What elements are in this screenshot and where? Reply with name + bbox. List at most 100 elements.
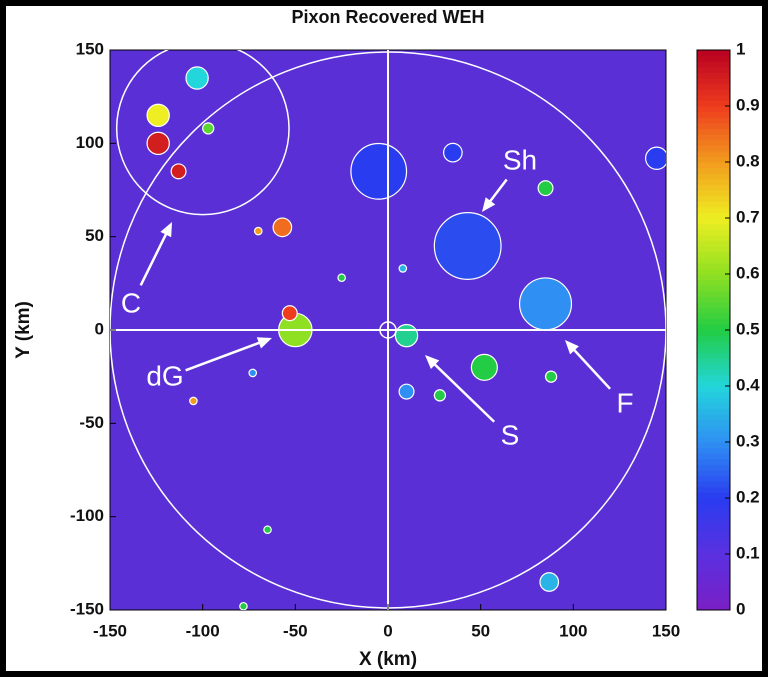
colorbar-cell (697, 593, 730, 599)
colorbar-cell (697, 218, 730, 224)
colorbar-cell (697, 576, 730, 582)
feature (264, 526, 271, 533)
colorbar-cell (697, 285, 730, 291)
colorbar-cell (697, 352, 730, 358)
colorbar-cell (697, 537, 730, 543)
colorbar-cell (697, 504, 730, 510)
colorbar-cell (697, 173, 730, 179)
colorbar-cell (697, 319, 730, 325)
colorbar-cell (697, 347, 730, 353)
y-tick-label: 0 (95, 319, 104, 338)
colorbar-cell (697, 252, 730, 258)
colorbar-cell (697, 448, 730, 454)
x-tick-label: 0 (383, 621, 392, 640)
annotation: F (616, 387, 633, 418)
colorbar-cell (697, 224, 730, 230)
colorbar-cell (697, 565, 730, 571)
colorbar-cell (697, 487, 730, 493)
x-tick-label: -100 (186, 621, 220, 640)
colorbar-cell (697, 414, 730, 420)
feature (338, 274, 345, 281)
x-tick-label: -150 (93, 621, 127, 640)
colorbar-tick-label: 0.9 (736, 95, 760, 114)
colorbar-tick-label: 0.4 (736, 375, 760, 394)
chart-title: Pixon Recovered WEH (291, 7, 484, 27)
colorbar-cell (697, 313, 730, 319)
colorbar-cell (697, 184, 730, 190)
colorbar-cell (697, 117, 730, 123)
feature (646, 147, 668, 169)
colorbar-tick-label: 0.5 (736, 319, 760, 338)
colorbar-cell (697, 123, 730, 129)
colorbar-cell (697, 560, 730, 566)
colorbar-cell (697, 112, 730, 118)
chart: Pixon Recovered WEH X (km) Y (km) -150 -1… (0, 0, 768, 677)
feature (546, 371, 557, 382)
colorbar-cell (697, 140, 730, 146)
colorbar-cell (697, 515, 730, 521)
colorbar-cell (697, 425, 730, 431)
x-tick-label: 100 (559, 621, 587, 640)
colorbar-cell (697, 308, 730, 314)
colorbar-cell (697, 476, 730, 482)
feature (249, 369, 256, 376)
y-tick-label: -150 (70, 599, 104, 618)
colorbar-cell (697, 168, 730, 174)
colorbar-cell (697, 358, 730, 364)
feature (351, 144, 407, 200)
colorbar-cell (697, 330, 730, 336)
colorbar-cell (697, 509, 730, 515)
colorbar-cell (697, 84, 730, 90)
colorbar-cell (697, 162, 730, 168)
colorbar-tick-label: 0.7 (736, 207, 760, 226)
feature (171, 164, 186, 179)
colorbar-cell (697, 201, 730, 207)
annotation: C (121, 287, 141, 318)
colorbar-cell (697, 582, 730, 588)
colorbar-cell (697, 50, 730, 56)
colorbar-cell (697, 280, 730, 286)
colorbar-cell (697, 386, 730, 392)
colorbar-cell (697, 78, 730, 84)
x-tick-label: 50 (471, 621, 490, 640)
feature (444, 143, 463, 162)
colorbar-cell (697, 240, 730, 246)
colorbar-cell (697, 392, 730, 398)
y-axis-label: Y (km) (13, 301, 34, 359)
feature (240, 603, 247, 610)
colorbar-cell (697, 520, 730, 526)
feature (399, 384, 414, 399)
feature (434, 213, 501, 280)
colorbar-tick-label: 0.8 (736, 151, 760, 170)
colorbar-tick-label: 1 (736, 39, 745, 58)
colorbar-cell (697, 420, 730, 426)
y-tick-label: 100 (76, 133, 104, 152)
colorbar-tick-label: 0.3 (736, 431, 760, 450)
feature (540, 573, 559, 592)
feature (203, 123, 214, 134)
colorbar-cell (697, 532, 730, 538)
feature (399, 265, 406, 272)
colorbar-cell (697, 302, 730, 308)
colorbar-cell (697, 89, 730, 95)
feature (255, 227, 262, 234)
colorbar-cell (697, 470, 730, 476)
y-tick-label: 150 (76, 39, 104, 58)
colorbar-cell (697, 408, 730, 414)
colorbar-tick-label: 0.2 (736, 487, 760, 506)
colorbar-cell (697, 599, 730, 605)
colorbar-cell (697, 498, 730, 504)
colorbar-cell (697, 145, 730, 151)
colorbar-cell (697, 554, 730, 560)
x-axis-label: X (km) (359, 649, 417, 670)
colorbar-cell (697, 134, 730, 140)
feature (282, 306, 297, 321)
colorbar-cell (697, 207, 730, 213)
colorbar-cell (697, 442, 730, 448)
y-tick-label: 50 (85, 226, 104, 245)
y-tick-label: -100 (70, 506, 104, 525)
feature (147, 104, 169, 126)
colorbar-cell (697, 336, 730, 342)
colorbar-cell (697, 526, 730, 532)
y-tick-label: -50 (79, 413, 104, 432)
